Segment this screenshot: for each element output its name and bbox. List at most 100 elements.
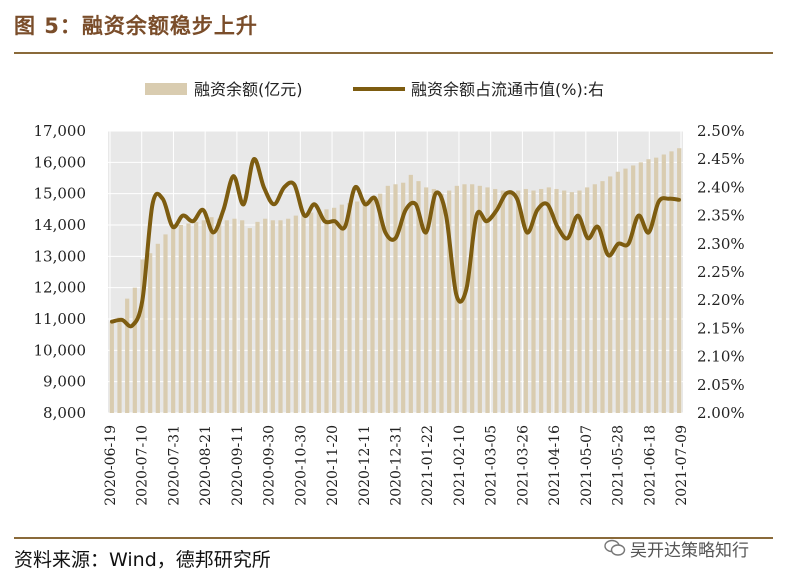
bar: [125, 298, 130, 413]
bar: [217, 218, 222, 413]
bar: [293, 215, 298, 413]
bar: [109, 321, 114, 413]
chart-title: 图 5：融资余额稳步上升: [14, 14, 258, 38]
bar: [339, 204, 344, 413]
bar: [140, 259, 145, 413]
right-tick-label: 2.45%: [697, 150, 745, 168]
bar: [600, 181, 605, 413]
bar: [301, 214, 306, 413]
bar: [623, 168, 628, 413]
x-tick-label: 2021-03-26: [515, 425, 531, 506]
bar: [247, 228, 252, 413]
bar: [523, 188, 528, 413]
bar: [209, 217, 214, 413]
source-note: 资料来源：Wind，德邦研究所: [14, 549, 271, 571]
bar: [171, 228, 176, 413]
right-tick-label: 2.35%: [697, 207, 745, 225]
bar: [447, 190, 452, 413]
bar: [132, 287, 137, 413]
bar: [148, 253, 153, 413]
bar: [347, 203, 352, 413]
bar: [493, 188, 498, 413]
wechat-icon: [604, 539, 626, 556]
bar: [661, 154, 666, 413]
bar: [240, 220, 245, 413]
left-tick-label: 10,000: [34, 341, 87, 359]
x-tick-label: 2020-12-11: [357, 425, 373, 506]
bar: [155, 243, 160, 413]
bar: [646, 159, 651, 413]
x-tick-label: 2020-07-10: [135, 425, 151, 506]
x-tick-label: 2020-07-31: [166, 425, 182, 506]
x-tick-label: 2021-02-10: [452, 425, 468, 506]
right-tick-label: 2.25%: [697, 263, 745, 281]
bar: [485, 187, 490, 413]
bar: [677, 148, 682, 413]
bar: [585, 187, 590, 413]
bar: [201, 220, 206, 413]
x-tick-label: 2020-06-19: [103, 425, 119, 506]
bar: [416, 181, 421, 413]
x-tick-label: 2021-04-16: [547, 425, 563, 506]
bar: [401, 182, 406, 413]
bar: [255, 221, 260, 413]
x-tick-label: 2021-05-28: [611, 425, 627, 506]
legend: 融资余额(亿元) 融资余额占流通市值(%):右: [145, 80, 604, 99]
bar: [431, 188, 436, 413]
bar: [194, 221, 199, 413]
title-rule: [14, 52, 773, 54]
watermark-text: 吴开达策略知行: [630, 540, 749, 561]
x-axis: 2020-06-19 2020-07-10 2020-07-31 2020-08-21…: [103, 425, 690, 506]
left-tick-label: 13,000: [34, 247, 87, 265]
x-tick-label: 2020-10-30: [293, 425, 309, 506]
x-tick-label: 2021-06-18: [642, 425, 658, 506]
bar: [270, 220, 275, 413]
right-tick-label: 2.40%: [697, 178, 745, 196]
bar: [232, 218, 237, 413]
bar: [562, 190, 567, 413]
bar: [393, 184, 398, 413]
bar: [117, 317, 122, 413]
left-tick-label: 11,000: [34, 310, 87, 328]
x-tick-label: 2020-09-30: [262, 425, 278, 506]
bar: [362, 199, 367, 413]
left-tick-label: 17,000: [34, 122, 87, 140]
bar: [554, 188, 559, 413]
bar: [592, 184, 597, 413]
left-tick-label: 8,000: [43, 404, 86, 422]
bar: [178, 225, 183, 413]
bar: [500, 190, 505, 413]
right-tick-label: 2.30%: [697, 235, 745, 253]
bar: [263, 218, 268, 413]
watermark: 吴开达策略知行: [604, 534, 749, 562]
bar: [316, 210, 321, 413]
x-tick-label: 2020-11-20: [325, 425, 341, 506]
bar: [439, 193, 444, 413]
bar: [477, 185, 482, 413]
bar: [654, 157, 659, 413]
bar: [508, 190, 513, 413]
x-tick-label: 2021-01-22: [420, 425, 436, 506]
bar: [378, 193, 383, 413]
right-tick-label: 2.05%: [697, 376, 745, 394]
bar: [546, 187, 551, 413]
left-tick-label: 16,000: [34, 153, 87, 171]
left-tick-label: 9,000: [43, 373, 86, 391]
left-tick-label: 15,000: [34, 185, 87, 203]
bar: [569, 192, 574, 413]
bar: [408, 174, 413, 413]
bar: [355, 201, 360, 413]
bar: [324, 209, 329, 413]
bar: [424, 187, 429, 413]
right-tick-label: 2.50%: [697, 122, 745, 140]
ratio-line: [110, 157, 681, 329]
left-tick-label: 14,000: [34, 216, 87, 234]
x-tick-label: 2021-05-07: [579, 425, 595, 506]
bar: [309, 212, 314, 413]
bar: [531, 190, 536, 413]
bar: [470, 184, 475, 413]
bar: [186, 223, 191, 413]
x-tick-label: 2021-07-09: [674, 425, 690, 506]
chart-area: 8,000 9,000 10,000 11,000 12,000 13,000 14,000…: [34, 80, 745, 506]
bar: [608, 176, 613, 413]
